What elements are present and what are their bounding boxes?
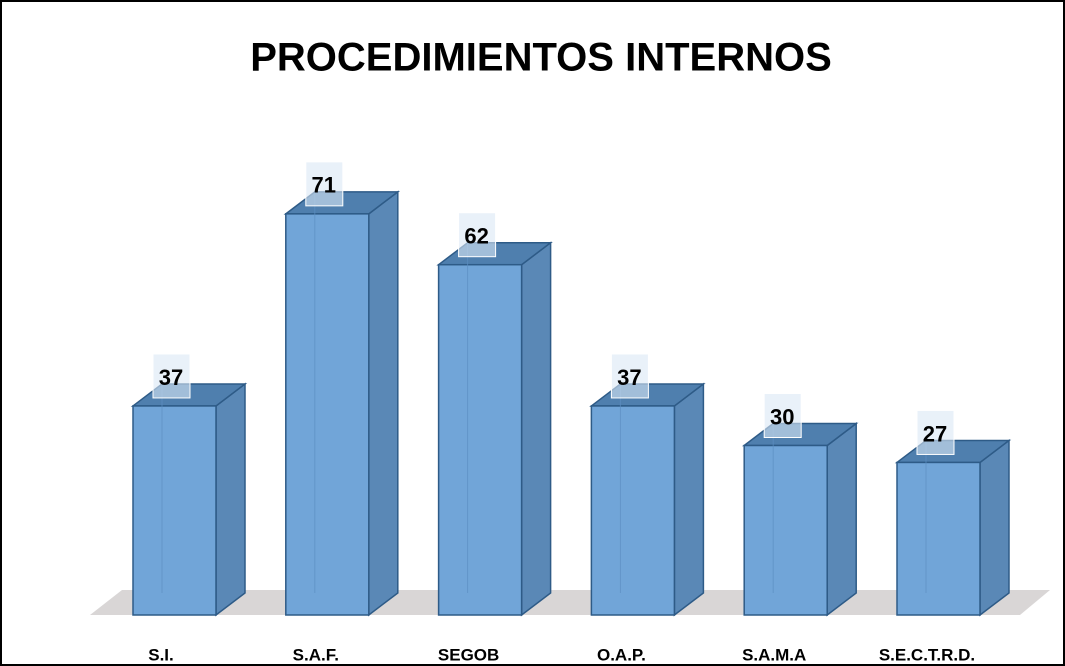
bar — [437, 263, 523, 616]
value-label-box — [152, 353, 191, 399]
value-label: 30 — [770, 404, 794, 429]
x-tick-label: SEGOB — [438, 645, 499, 664]
value-label: 37 — [617, 365, 641, 390]
value-label: 62 — [464, 224, 488, 249]
value-label: 71 — [312, 173, 336, 198]
x-tick-label: S.E.C.T.R.D. — [879, 645, 975, 664]
x-tick-label: S.A.M.A — [742, 645, 806, 664]
bar-side — [215, 382, 246, 617]
value-label-box — [916, 409, 955, 455]
x-tick-label: S.A.F. — [293, 645, 339, 664]
value-label-box — [763, 393, 802, 438]
chart-title: PROCEDIMIENTOS INTERNOS — [250, 36, 832, 80]
bar-side — [520, 241, 552, 617]
bar-side — [979, 438, 1010, 617]
bar — [743, 444, 828, 616]
bar-side — [826, 421, 857, 617]
bar — [896, 461, 981, 616]
bar — [285, 213, 370, 616]
value-label-box — [305, 161, 344, 207]
x-tick-label: O.A.P. — [597, 645, 646, 664]
value-label-box — [610, 353, 649, 399]
bar — [132, 405, 217, 616]
value-label-box — [458, 212, 497, 258]
bar-side — [368, 190, 399, 617]
x-tick-label: S.I. — [148, 645, 174, 664]
bar-side — [673, 382, 705, 617]
value-label: 27 — [923, 421, 947, 446]
value-label: 37 — [159, 365, 183, 390]
bar — [590, 405, 676, 616]
